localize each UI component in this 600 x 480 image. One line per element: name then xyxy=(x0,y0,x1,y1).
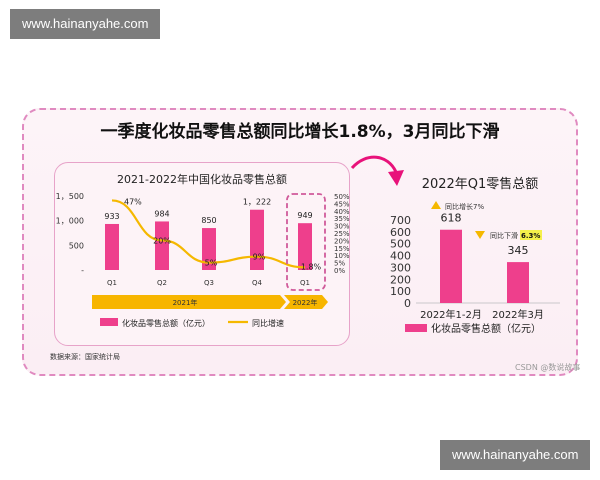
line-label-0: 47% xyxy=(124,197,142,206)
connector-arrow xyxy=(350,155,398,173)
x-tick-3: Q4 xyxy=(252,279,263,287)
annotation-growth: 同比增长7% xyxy=(445,202,484,211)
right-y-tick: 15% xyxy=(334,245,350,253)
q1-legend-label: 化妆品零售总额（亿元） xyxy=(431,322,541,335)
right-chart-y-tick: 600 xyxy=(390,226,411,239)
annotation-decline-prefix: 同比下滑 xyxy=(490,231,518,240)
line-label-1: 20% xyxy=(153,236,171,245)
right-chart-y-tick: 700 xyxy=(390,214,411,227)
bar-2 xyxy=(202,228,216,270)
watermark-bottom: www.hainanyahe.com xyxy=(440,440,591,470)
q1-bar-1 xyxy=(507,262,529,303)
annotation-highlight xyxy=(520,230,542,240)
year-band-2021 xyxy=(92,295,286,309)
legend-bar-label: 化妆品零售总额（亿元） xyxy=(122,318,210,328)
year-band-2022 xyxy=(284,295,328,309)
right-chart-title: 2022年Q1零售总额 xyxy=(421,177,539,192)
q1-x-tick-1: 2022年3月 xyxy=(492,308,544,321)
left-y-tick: 500 xyxy=(69,241,84,250)
x-tick-1: Q2 xyxy=(157,279,167,287)
right-y-tick: 10% xyxy=(334,252,350,260)
right-y-tick: 0% xyxy=(334,267,345,275)
bar-label-3: 1，222 xyxy=(243,198,271,207)
headline: 一季度化妆品零售总额同比增长1.8%，3月同比下滑 xyxy=(100,122,500,142)
left-chart-title: 2021-2022年中国化妆品零售总额 xyxy=(117,173,287,186)
q1-x-tick-0: 2022年1-2月 xyxy=(420,308,482,321)
right-y-tick: 40% xyxy=(334,208,350,216)
right-y-tick: 25% xyxy=(334,230,350,238)
q1-bar-label-1: 345 xyxy=(508,244,529,257)
line-label-3: 9% xyxy=(253,253,266,262)
bar-1 xyxy=(155,221,169,270)
x-tick-4: Q1 xyxy=(300,279,310,287)
bar-label-1: 984 xyxy=(154,209,169,218)
right-chart-y-tick: 100 xyxy=(390,285,411,298)
line-label-2: 5% xyxy=(205,259,218,268)
q1-bar-label-0: 618 xyxy=(441,212,462,225)
right-chart-y-tick: 500 xyxy=(390,238,411,251)
q1-legend-swatch xyxy=(405,324,427,332)
credit-text: CSDN @数说故事 xyxy=(515,363,581,372)
x-tick-2: Q3 xyxy=(204,279,214,287)
legend-line-label: 同比增速 xyxy=(252,318,284,328)
growth-line xyxy=(111,199,306,269)
year-band-2022-label: 2022年 xyxy=(293,298,318,307)
right-chart-y-tick: 300 xyxy=(390,261,411,274)
right-y-tick: 50% xyxy=(334,193,350,201)
bar-4 xyxy=(298,223,312,270)
right-chart-y-tick: 0 xyxy=(404,297,411,310)
left-y-tick: - xyxy=(81,266,84,275)
year-band-2021-label: 2021年 xyxy=(173,298,198,307)
right-y-tick: 45% xyxy=(334,200,350,208)
bar-label-4: 949 xyxy=(297,211,312,220)
connector-arrowhead xyxy=(388,170,404,186)
down-triangle-icon xyxy=(475,231,485,239)
bar-0 xyxy=(105,223,119,270)
left-y-tick: 1，500 xyxy=(56,192,84,201)
watermark-top: www.hainanyahe.com xyxy=(10,9,161,39)
up-triangle-icon xyxy=(431,201,441,209)
bar-label-2: 850 xyxy=(201,216,216,225)
right-y-tick: 5% xyxy=(334,260,345,268)
x-tick-0: Q1 xyxy=(107,279,117,287)
annotation-decline-value: 6.3% xyxy=(521,232,540,240)
left-y-tick: 1，000 xyxy=(56,217,84,226)
highlight-box xyxy=(286,193,326,291)
bar-3 xyxy=(250,209,264,270)
data-source: 数据来源：国家统计局 xyxy=(50,353,120,361)
right-y-tick: 35% xyxy=(334,215,350,223)
right-chart-y-tick: 200 xyxy=(390,273,411,286)
bar-label-0: 933 xyxy=(104,212,119,221)
legend-bar-swatch xyxy=(100,318,118,326)
q1-bar-0 xyxy=(440,229,462,303)
right-chart-y-tick: 400 xyxy=(390,250,411,263)
right-y-tick: 30% xyxy=(334,223,350,231)
line-label-4: 1.8% xyxy=(301,262,322,271)
right-y-tick: 20% xyxy=(334,237,350,245)
